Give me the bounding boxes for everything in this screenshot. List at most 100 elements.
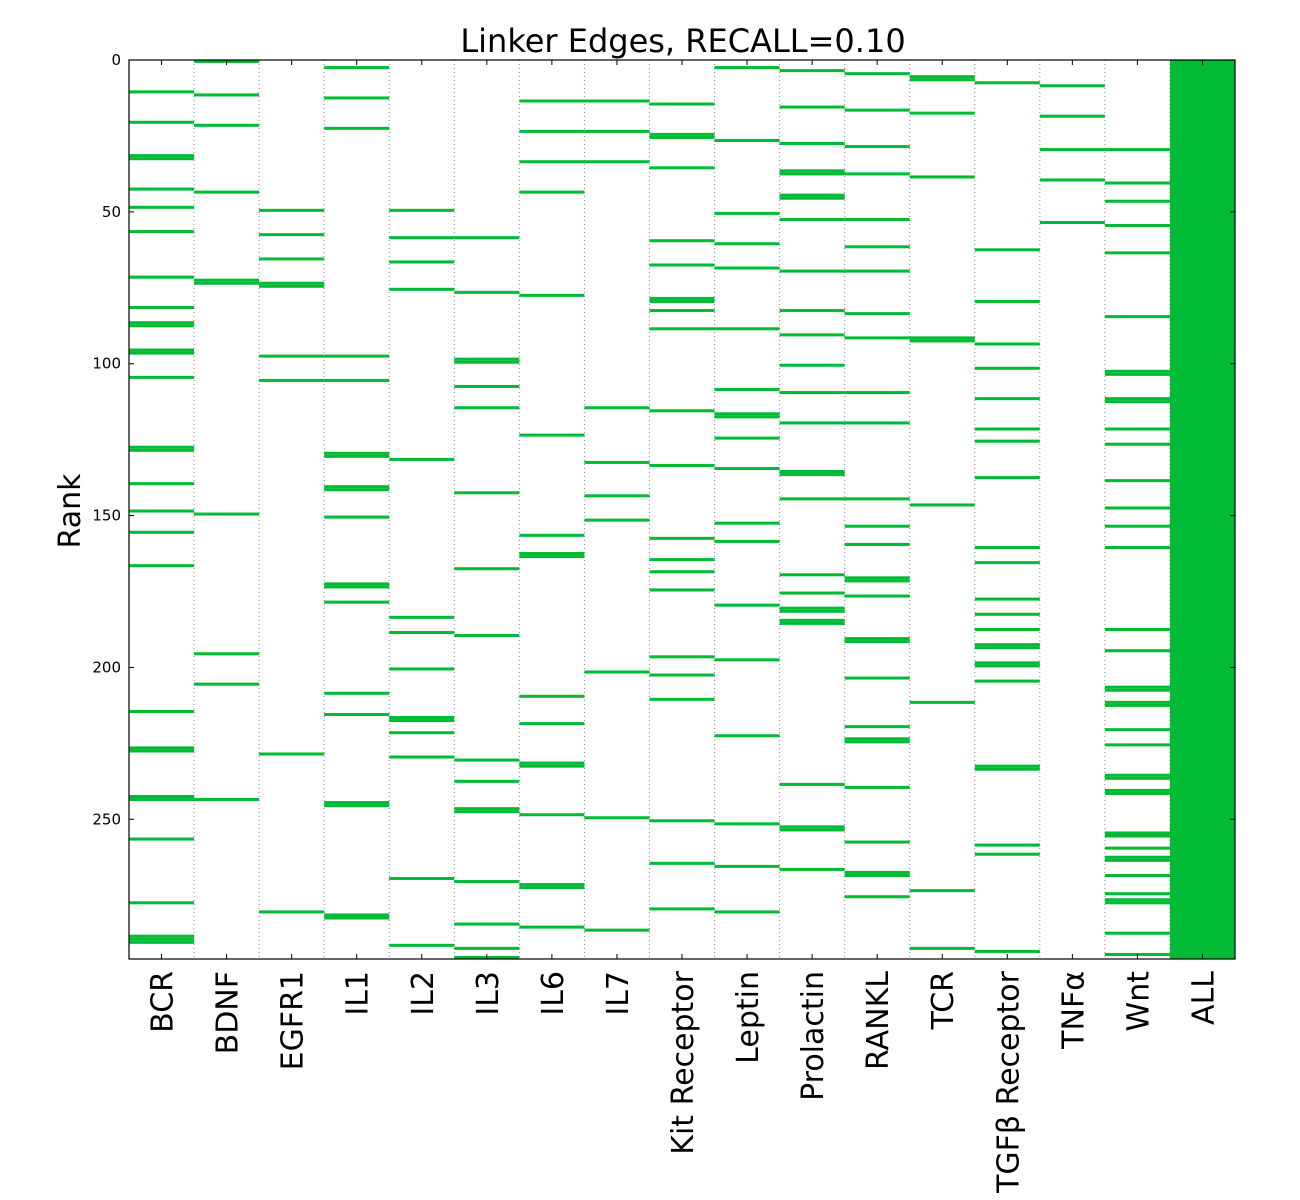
rank-mark (649, 166, 715, 170)
rank-mark (649, 309, 715, 313)
rank-mark (519, 533, 585, 537)
column-separators (193, 60, 1171, 959)
rank-mark (974, 664, 1040, 668)
rank-mark (129, 154, 195, 158)
rank-mark (129, 205, 195, 209)
rank-mark (714, 910, 780, 914)
rank-mark (714, 66, 780, 70)
rank-mark (974, 439, 1040, 443)
rank-mark (1104, 224, 1170, 228)
rank-mark (129, 351, 195, 355)
rank-mark (909, 889, 975, 893)
rank-mark (1104, 506, 1170, 510)
rank-mark (974, 561, 1040, 565)
rank-mark (324, 378, 390, 382)
rank-mark (389, 731, 455, 735)
rank-mark (519, 694, 585, 698)
rank-mark (649, 655, 715, 659)
rank-mark (1104, 685, 1170, 689)
rank-mark (389, 287, 455, 291)
rank-mark (1104, 743, 1170, 747)
rank-mark (974, 949, 1040, 953)
rank-mark (649, 570, 715, 574)
rank-mark (974, 342, 1040, 346)
rank-mark (714, 864, 780, 868)
rank-mark (974, 767, 1040, 771)
rank-mark (779, 391, 845, 395)
rank-mark (974, 852, 1040, 856)
x-tick-label: EGFR1 (276, 971, 311, 1070)
x-tick-label: TGFβ Receptor (991, 970, 1026, 1194)
rank-mark (519, 293, 585, 297)
rank-mark (649, 409, 715, 413)
rank-mark (844, 594, 910, 598)
rank-mark (584, 518, 650, 522)
rank-mark (324, 488, 390, 492)
rank-mark (714, 436, 780, 440)
rank-mark (1104, 148, 1170, 152)
y-tick-label: 50 (102, 203, 121, 221)
rank-mark (1104, 700, 1170, 704)
rank-mark (129, 794, 195, 799)
rank-mark (844, 145, 910, 149)
rank-mark (1039, 220, 1105, 225)
rank-mark (129, 306, 195, 310)
rank-mark (324, 916, 390, 920)
rank-mark (454, 236, 520, 240)
rank-mark (1104, 728, 1170, 732)
x-tick-label: IL3 (471, 971, 506, 1016)
rank-mark (194, 190, 260, 194)
rank-mark (909, 78, 975, 82)
x-tick-label: IL7 (601, 971, 636, 1016)
rank-mark (779, 363, 845, 367)
rank-mark (519, 160, 585, 164)
rank-mark (844, 542, 910, 546)
rank-mark (454, 807, 520, 811)
rank-mark (259, 233, 325, 237)
rank-mark (519, 761, 585, 765)
rank-mark (974, 646, 1040, 650)
rank-mark (844, 217, 910, 221)
rank-mark (844, 421, 910, 425)
rank-mark (1104, 251, 1170, 255)
rank-mark (1104, 931, 1170, 935)
rank-mark (844, 72, 910, 76)
rank-mark (779, 172, 845, 176)
rank-mark (909, 75, 975, 79)
rank-mark (779, 782, 845, 786)
rank-mark (194, 652, 260, 656)
rank-mark (519, 190, 585, 194)
rank-mark (1104, 703, 1170, 707)
rank-mark (844, 873, 910, 877)
x-tick-label: Wnt (1121, 971, 1156, 1032)
rank-mark (324, 600, 390, 604)
rank-mark (194, 123, 260, 127)
rank-mark (454, 779, 520, 783)
rank-mark (129, 348, 195, 352)
rank-mark (844, 737, 910, 741)
rank-mark (129, 275, 195, 279)
rank-mark (974, 366, 1040, 370)
rank-mark (779, 269, 845, 273)
rank-mark (1104, 199, 1170, 203)
rank-mark (194, 798, 260, 802)
rank-mark (974, 597, 1040, 601)
rank-mark (1039, 114, 1105, 118)
rank-mark (844, 640, 910, 644)
rank-mark (454, 357, 520, 361)
rank-mark (1104, 855, 1170, 859)
rank-mark (259, 257, 325, 261)
rank-mark (324, 451, 390, 455)
rank-mark (974, 612, 1040, 616)
rank-mark (194, 278, 260, 282)
y-tick-label: 100 (92, 355, 121, 373)
rank-mark (519, 813, 585, 817)
x-tick-label: ALL (1186, 971, 1221, 1025)
rank-mark (779, 473, 845, 477)
rank-mark (389, 716, 455, 720)
rank-mark (1104, 315, 1170, 319)
rank-mark (649, 239, 715, 243)
rank-mark (1104, 776, 1170, 780)
x-tick-label: IL1 (341, 971, 376, 1016)
